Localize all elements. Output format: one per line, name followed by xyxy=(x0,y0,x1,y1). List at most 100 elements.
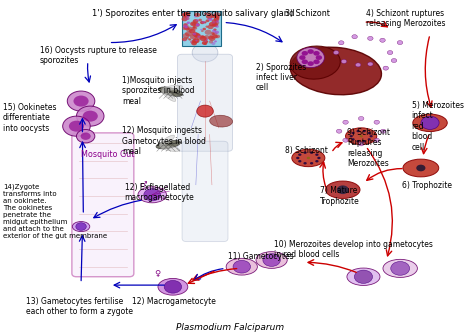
Circle shape xyxy=(370,135,373,137)
Circle shape xyxy=(188,38,191,41)
Circle shape xyxy=(391,261,410,275)
Circle shape xyxy=(183,23,188,26)
Circle shape xyxy=(299,55,306,60)
Circle shape xyxy=(211,19,218,24)
Circle shape xyxy=(352,35,357,39)
Circle shape xyxy=(391,58,397,62)
FancyBboxPatch shape xyxy=(182,11,221,46)
Text: 12) Exflagellated
macrogametocyte: 12) Exflagellated macrogametocyte xyxy=(125,183,194,203)
Circle shape xyxy=(213,32,217,35)
Circle shape xyxy=(212,33,216,36)
Circle shape xyxy=(213,23,218,26)
Ellipse shape xyxy=(159,135,174,146)
Circle shape xyxy=(205,40,208,43)
Text: 15) Ookinetes
differentiate
into oocysts: 15) Ookinetes differentiate into oocysts xyxy=(3,103,56,132)
Circle shape xyxy=(356,130,360,132)
Circle shape xyxy=(182,12,189,17)
Circle shape xyxy=(416,165,426,171)
Circle shape xyxy=(351,132,355,134)
Circle shape xyxy=(421,116,439,129)
Circle shape xyxy=(210,34,214,38)
Circle shape xyxy=(196,19,199,21)
Ellipse shape xyxy=(292,149,325,167)
Circle shape xyxy=(315,160,319,162)
Text: 12) Mosquito ingests
Gametocytes in blood
meal: 12) Mosquito ingests Gametocytes in bloo… xyxy=(122,126,206,156)
Circle shape xyxy=(214,17,219,22)
Circle shape xyxy=(201,30,204,32)
Ellipse shape xyxy=(138,187,166,203)
Circle shape xyxy=(337,129,342,133)
Circle shape xyxy=(374,120,380,124)
Circle shape xyxy=(203,38,208,41)
Circle shape xyxy=(214,15,219,19)
Circle shape xyxy=(333,50,339,54)
Ellipse shape xyxy=(346,128,377,144)
Circle shape xyxy=(200,36,207,41)
Circle shape xyxy=(182,37,187,41)
Circle shape xyxy=(214,40,217,42)
Circle shape xyxy=(196,24,200,27)
Circle shape xyxy=(190,41,192,43)
Circle shape xyxy=(190,40,194,43)
Circle shape xyxy=(303,162,307,165)
Circle shape xyxy=(296,157,300,159)
Text: 14)Zygote
transforms into
an ookinete.
The ookinetes
penetrate the
midgut epithe: 14)Zygote transforms into an ookinete. T… xyxy=(3,183,107,239)
Circle shape xyxy=(183,24,189,28)
Circle shape xyxy=(202,28,206,30)
Circle shape xyxy=(263,254,280,266)
Text: Mosquito Gut: Mosquito Gut xyxy=(81,150,135,159)
Circle shape xyxy=(209,22,215,26)
Circle shape xyxy=(298,154,301,156)
Circle shape xyxy=(187,28,190,30)
Circle shape xyxy=(206,14,213,19)
Circle shape xyxy=(297,47,324,68)
Circle shape xyxy=(192,32,198,36)
Circle shape xyxy=(356,63,361,67)
Ellipse shape xyxy=(162,85,182,91)
Ellipse shape xyxy=(226,258,257,275)
Circle shape xyxy=(193,25,196,27)
Text: 1') Sporozites enter the mosquito salivary gland: 1') Sporozites enter the mosquito saliva… xyxy=(92,9,295,18)
Text: 7) Mature
Trophozite: 7) Mature Trophozite xyxy=(320,186,360,206)
FancyBboxPatch shape xyxy=(182,141,228,242)
Circle shape xyxy=(185,26,188,28)
Circle shape xyxy=(212,14,217,18)
Text: 9) Schizont
Ruptures
releasing
Merozoites: 9) Schizont Ruptures releasing Merozoite… xyxy=(347,128,391,168)
Ellipse shape xyxy=(413,114,447,131)
Circle shape xyxy=(69,121,84,132)
Text: 13) Gametocytes fertilise
each other to form a zygote: 13) Gametocytes fertilise each other to … xyxy=(26,297,133,316)
Circle shape xyxy=(204,35,210,40)
Circle shape xyxy=(186,15,190,17)
Circle shape xyxy=(194,15,197,18)
Ellipse shape xyxy=(159,87,182,96)
Circle shape xyxy=(208,36,214,40)
Text: 8) Schizont: 8) Schizont xyxy=(285,146,328,155)
Ellipse shape xyxy=(256,252,287,268)
Circle shape xyxy=(310,162,313,165)
Circle shape xyxy=(397,41,403,45)
Circle shape xyxy=(200,21,204,24)
Circle shape xyxy=(184,40,186,41)
Ellipse shape xyxy=(347,268,380,286)
Circle shape xyxy=(192,26,196,29)
Circle shape xyxy=(196,24,199,26)
Circle shape xyxy=(184,11,190,16)
Circle shape xyxy=(206,19,210,22)
Circle shape xyxy=(211,36,215,39)
Circle shape xyxy=(301,59,308,64)
FancyBboxPatch shape xyxy=(72,133,134,277)
Circle shape xyxy=(193,19,199,23)
Ellipse shape xyxy=(403,159,439,177)
Circle shape xyxy=(195,40,198,41)
Circle shape xyxy=(337,185,349,194)
Circle shape xyxy=(307,157,310,159)
Circle shape xyxy=(185,17,189,20)
Text: 12) Macrogametocyte: 12) Macrogametocyte xyxy=(132,297,216,306)
Circle shape xyxy=(202,41,208,45)
Circle shape xyxy=(185,17,190,20)
Circle shape xyxy=(204,22,207,24)
Circle shape xyxy=(358,142,364,146)
Circle shape xyxy=(215,25,219,28)
Circle shape xyxy=(381,129,386,133)
Circle shape xyxy=(192,39,198,43)
